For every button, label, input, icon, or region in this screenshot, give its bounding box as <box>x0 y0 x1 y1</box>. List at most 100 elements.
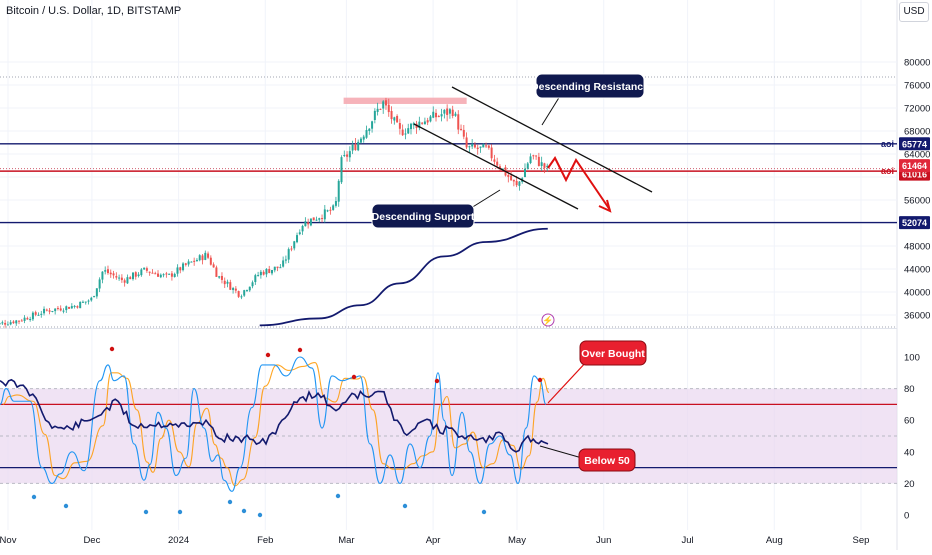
candle-body <box>526 163 529 169</box>
candle-body <box>226 281 229 284</box>
price-level-value: 65774 <box>902 139 927 149</box>
support-callout-label: Descending Support <box>372 211 475 223</box>
candle-body <box>23 317 26 321</box>
price-axis-tick: 56000 <box>904 196 930 207</box>
candle-body <box>343 155 346 157</box>
candle-body <box>384 100 387 106</box>
event-marker-glyph: ⚡ <box>542 315 553 327</box>
candle-body <box>354 144 357 151</box>
candle-body <box>145 268 148 271</box>
price-level-label: aoi <box>881 139 894 149</box>
candle-body <box>496 161 499 166</box>
candle-body <box>87 300 90 302</box>
candle-body <box>79 301 82 309</box>
candle-body <box>9 322 12 325</box>
candle-body <box>446 108 449 115</box>
candle-body <box>334 201 337 206</box>
candle-body <box>373 110 376 120</box>
price-level-tag <box>899 216 930 230</box>
candle-body <box>259 271 262 276</box>
candle-body <box>426 120 429 123</box>
candle-body <box>176 267 179 274</box>
oversold-signal-dot <box>63 503 69 509</box>
price-level-value: 52074 <box>902 218 927 228</box>
candle-body <box>184 263 187 265</box>
candle-body <box>351 144 354 151</box>
price-axis-tick: 40000 <box>904 288 930 299</box>
candle-body <box>165 273 168 275</box>
candle-body <box>51 310 54 312</box>
rsi-line <box>0 378 549 453</box>
candle-body <box>471 144 474 147</box>
candle-body <box>457 114 460 130</box>
overbought-signal-dot <box>109 346 115 352</box>
candle-body <box>315 219 318 221</box>
overbought-signal-dot <box>537 377 543 383</box>
below50-callout-pointer <box>539 445 583 459</box>
candle-body <box>312 217 315 221</box>
overbought-callout-label: Over Bought <box>581 348 645 360</box>
below50-callout-box <box>578 448 636 472</box>
candle-body <box>326 210 329 212</box>
candle-body <box>159 274 162 278</box>
candle-body <box>432 111 435 118</box>
price-axis-tick: 76000 <box>904 81 930 92</box>
candle-body <box>332 205 335 210</box>
candle-body <box>462 129 465 137</box>
candle-body <box>134 272 137 277</box>
candle-body <box>468 146 471 148</box>
candle-body <box>546 165 549 168</box>
price-level-value: 61464 <box>902 161 927 171</box>
candle-body <box>54 308 57 312</box>
candle-body <box>187 261 190 265</box>
candle-body <box>254 275 257 283</box>
candle-body <box>287 249 290 260</box>
oscillator-axis-tick: 40 <box>904 447 915 458</box>
oscillator-axis-tick: 60 <box>904 416 915 427</box>
oversold-signal-dot <box>227 499 233 505</box>
candle-body <box>43 308 46 314</box>
pane-divider <box>0 328 897 329</box>
below50-callout-label: Below 50 <box>584 455 630 467</box>
candle-body <box>56 307 59 309</box>
candle-body <box>270 269 273 274</box>
candle-body <box>218 276 221 278</box>
candle-body <box>401 129 404 136</box>
candle-body <box>84 301 87 303</box>
time-axis-tick: Jul <box>682 535 694 546</box>
candle-body <box>543 163 546 168</box>
candle-body <box>510 175 513 181</box>
candle-body <box>487 145 490 148</box>
candle-body <box>59 308 62 311</box>
candle-body <box>537 156 540 166</box>
price-axis-tick: 64000 <box>904 150 930 161</box>
price-level-value: 61016 <box>902 170 927 180</box>
candle-body <box>443 109 446 114</box>
time-axis-tick: Apr <box>426 535 441 546</box>
candle-body <box>26 318 29 320</box>
candle-body <box>34 312 37 315</box>
candle-body <box>273 266 276 271</box>
currency-button[interactable]: USD <box>899 2 929 22</box>
candle-body <box>95 288 98 297</box>
candle-body <box>276 266 279 268</box>
candle-body <box>493 159 496 162</box>
candle-body <box>404 133 407 135</box>
candle-body <box>223 280 226 285</box>
candle-body <box>37 314 40 316</box>
candle-body <box>204 252 207 260</box>
candle-body <box>212 264 215 268</box>
candle-body <box>498 166 501 170</box>
candle-body <box>101 271 104 280</box>
resistance-callout-pointer <box>541 95 561 126</box>
support-callout-box <box>371 203 475 229</box>
candle-body <box>131 272 134 280</box>
price-axis-tick: 68000 <box>904 127 930 138</box>
time-axis-tick: Aug <box>766 535 783 546</box>
candle-body <box>73 305 76 307</box>
time-axis-tick: Nov <box>0 535 17 546</box>
resistance-callout-label: Descending Resistance <box>531 81 649 93</box>
candle-body <box>368 128 371 132</box>
overbought-callout-pointer <box>547 359 589 404</box>
